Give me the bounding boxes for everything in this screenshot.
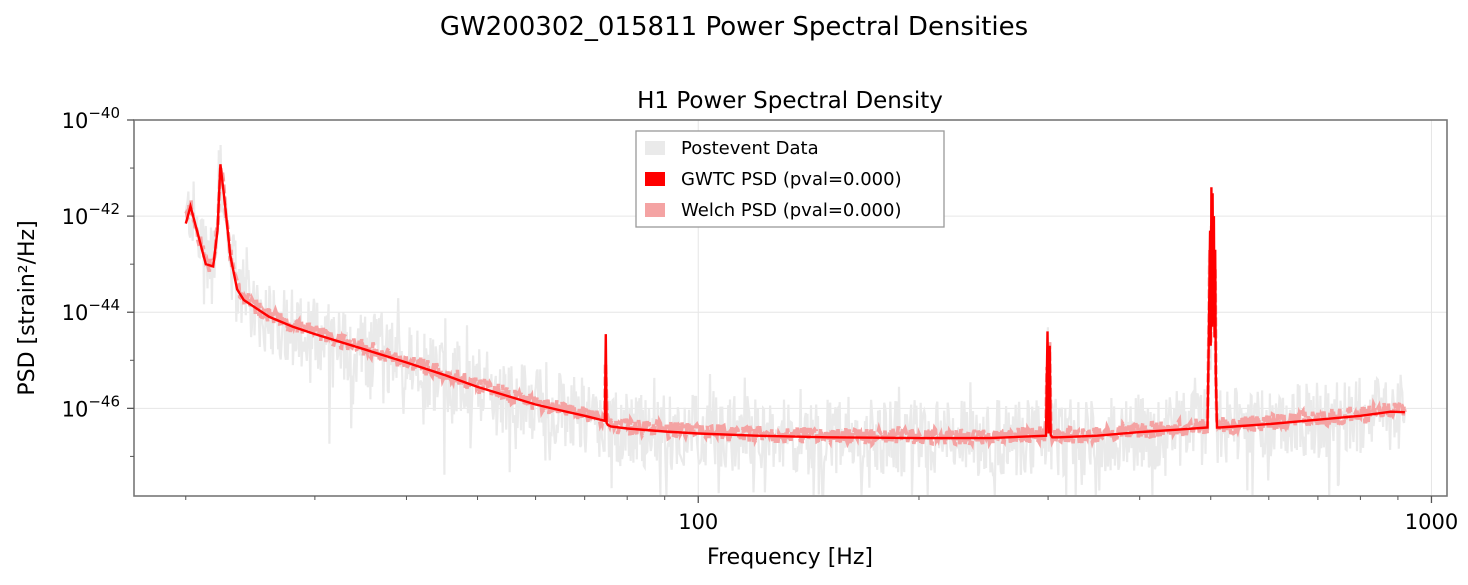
legend-swatch (645, 203, 665, 217)
y-tick-label: 10−44 (62, 296, 120, 325)
figure-suptitle: GW200302_015811 Power Spectral Densities (439, 12, 1029, 42)
legend: Postevent Data GWTC PSD (pval=0.000) Welch… (635, 130, 945, 228)
x-tick-label: 100 (678, 510, 718, 534)
legend-box (635, 130, 945, 228)
tick-layer: 100 1000 10−40 10−42 10−44 10−46 (62, 104, 1459, 534)
legend-swatch (645, 172, 665, 186)
y-tick-label: 10−42 (62, 200, 120, 229)
data-layer (184, 144, 1407, 497)
legend-label: GWTC PSD (pval=0.000) (681, 169, 902, 190)
x-axis-label: Frequency [Hz] (707, 545, 873, 570)
y-tick-label: 10−40 (62, 104, 120, 133)
legend-swatch (645, 141, 665, 155)
y-tick-label: 10−46 (62, 392, 120, 421)
welch-psd-line (184, 166, 1407, 451)
y-axis-label: PSD [strain²/Hz] (15, 220, 40, 395)
gwtc-psd-line (184, 164, 1405, 440)
legend-label: Welch PSD (pval=0.000) (681, 200, 901, 221)
axes-frame (133, 119, 1448, 497)
postevent-data-line (184, 144, 1406, 497)
axes-title: H1 Power Spectral Density (637, 88, 943, 114)
legend-label: Postevent Data (681, 138, 819, 159)
x-tick-label: 1000 (1405, 510, 1458, 534)
